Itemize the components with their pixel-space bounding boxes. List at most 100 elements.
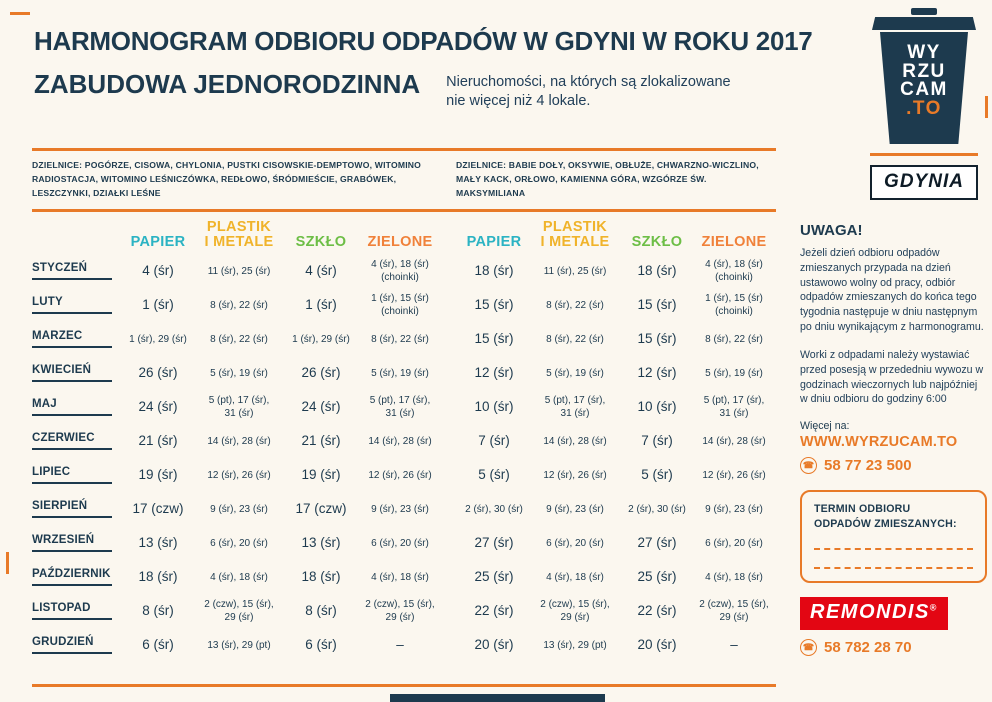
schedule-cell: 5 (śr), 19 (śr): [705, 367, 763, 379]
footer-bar: [390, 694, 605, 702]
schedule-cell: 12 (śr), 26 (śr): [702, 469, 766, 481]
schedule-cell: 13 (śr), 29 (pt): [543, 639, 607, 651]
col-header-plastik-left: PLASTIK I METALE: [204, 218, 274, 250]
schedule-cell: 4 (śr), 18 (śr): [546, 571, 604, 583]
table-row: WRZESIEŃ 13 (śr) 6 (śr), 20 (śr) 13 (śr) 6 (…: [32, 526, 776, 560]
schedule-cell: 22 (śr): [474, 603, 514, 619]
schedule-cell: 8 (śr), 22 (śr): [371, 333, 429, 345]
wyrzucam-line: CAM: [900, 79, 948, 101]
schedule-cell: 27 (śr): [637, 535, 677, 551]
schedule-cell: 5 (pt), 17 (śr), 31 (śr): [369, 395, 431, 419]
uwaga-paragraph-1: Jeżeli dzień odbioru odpadów zmieszanych…: [800, 247, 984, 334]
schedule-cell: 20 (śr): [474, 637, 514, 653]
more-label: Więcej na:: [800, 420, 850, 433]
schedule-cell: 9 (śr), 23 (śr): [546, 503, 604, 515]
month-label: PAŹDZIERNIK: [32, 568, 124, 586]
page-title: HARMONOGRAM ODBIORU ODPADÓW W GDYNI W RO…: [34, 26, 813, 56]
schedule-cell: 15 (śr): [637, 331, 677, 347]
schedule-cell: 1 (śr): [142, 297, 174, 313]
schedule-cell: 5 (pt), 17 (śr), 31 (śr): [208, 395, 270, 419]
col-header-zielone-right: ZIELONE: [701, 233, 767, 250]
table-row: PAŹDZIERNIK 18 (śr) 4 (śr), 18 (śr) 18 (śr)…: [32, 560, 776, 594]
schedule-cell: 14 (śr), 28 (śr): [207, 435, 271, 447]
edge-mark: [985, 96, 988, 118]
write-in-line: [814, 550, 973, 569]
schedule-cell: 8 (śr), 22 (śr): [210, 333, 268, 345]
table-row: LISTOPAD 8 (śr) 2 (czw), 15 (śr), 29 (śr) 8…: [32, 594, 776, 628]
schedule-cell: 18 (śr): [301, 569, 341, 585]
schedule-cell: 21 (śr): [301, 433, 341, 449]
schedule-cell: 18 (śr): [138, 569, 178, 585]
wyrzucam-line: RZU: [902, 60, 946, 82]
schedule-cell: 1 (śr), 29 (śr): [292, 333, 350, 345]
schedule-cell: 14 (śr), 28 (śr): [543, 435, 607, 447]
schedule-cell: 6 (śr), 20 (śr): [371, 537, 429, 549]
schedule-cell: 1 (śr), 29 (śr): [129, 333, 187, 345]
bin-body-icon: WY RZU CAM .TO: [880, 32, 968, 144]
schedule-cell: 7 (śr): [641, 433, 673, 449]
districts-right: DZIELNICE: BABIE DOŁY, OKSYWIE, OBŁUŻE, …: [456, 160, 759, 198]
uwaga-title: UWAGA!: [800, 222, 863, 239]
schedule-cell: 13 (śr): [301, 535, 341, 551]
schedule-cell: 17 (czw): [295, 501, 347, 517]
remondis-logo: REMONDIS®: [800, 596, 948, 630]
schedule-rows: STYCZEŃ 4 (śr) 11 (śr), 25 (śr) 4 (śr) 4 (śr…: [32, 254, 776, 662]
schedule-cell: 4 (śr), 18 (śr): [371, 571, 429, 583]
col-header-plastik-right: PLASTIK I METALE: [540, 218, 610, 250]
schedule-cell: 5 (śr), 19 (śr): [546, 367, 604, 379]
schedule-cell: 26 (śr): [138, 365, 178, 381]
schedule-cell: 2 (czw), 15 (śr), 29 (śr): [365, 599, 435, 623]
schedule-cell: 2 (śr), 30 (śr): [465, 503, 523, 515]
phone-number-2: 58 782 28 70: [824, 638, 912, 656]
schedule-cell: 1 (śr): [305, 297, 337, 313]
schedule-cell: 8 (śr): [142, 603, 174, 619]
table-header: PAPIER PLASTIK I METALE SZKŁO ZIELONE PA…: [32, 210, 776, 254]
phone-number-1: 58 77 23 500: [824, 457, 912, 475]
schedule-cell: 6 (śr): [305, 637, 337, 653]
divider: [870, 153, 978, 156]
schedule-cell: 4 (śr): [305, 263, 337, 279]
phone-row-1: ☎ 58 77 23 500: [800, 457, 987, 475]
wyrzucam-to-logo: WY RZU CAM .TO: [868, 8, 980, 144]
table-row: KWIECIEŃ 26 (śr) 5 (śr), 19 (śr) 26 (śr) 5 (…: [32, 356, 776, 390]
termin-title: TERMIN ODBIORU ODPADÓW ZMIESZANYCH:: [814, 503, 957, 530]
schedule-cell: 14 (śr), 28 (śr): [368, 435, 432, 447]
schedule-cell: 5 (śr): [641, 467, 673, 483]
corner-mark: [10, 12, 30, 15]
schedule-cell: 12 (śr): [637, 365, 677, 381]
schedule-cell: 5 (śr): [478, 467, 510, 483]
schedule-cell: 25 (śr): [637, 569, 677, 585]
table-row: GRUDZIEŃ 6 (śr) 13 (śr), 29 (pt) 6 (śr) – 20 …: [32, 628, 776, 662]
schedule-cell: 1 (śr), 15 (śr) (choinki): [705, 293, 763, 317]
schedule-cell: –: [730, 637, 738, 653]
schedule-cell: 5 (pt), 17 (śr), 31 (śr): [544, 395, 606, 419]
schedule-cell: 17 (czw): [132, 501, 184, 517]
schedule-cell: 25 (śr): [474, 569, 514, 585]
schedule-cell: 13 (śr): [138, 535, 178, 551]
schedule-cell: 20 (śr): [637, 637, 677, 653]
header: HARMONOGRAM ODBIORU ODPADÓW W GDYNI W RO…: [34, 26, 834, 111]
schedule-cell: 8 (śr), 22 (śr): [210, 299, 268, 311]
schedule-cell: 18 (śr): [474, 263, 514, 279]
col-header-szklo-left: SZKŁO: [295, 233, 347, 250]
table-row: STYCZEŃ 4 (śr) 11 (śr), 25 (śr) 4 (śr) 4 (śr…: [32, 254, 776, 288]
schedule-cell: 12 (śr), 26 (śr): [543, 469, 607, 481]
month-label: SIERPIEŃ: [32, 500, 124, 518]
logo-area: WY RZU CAM .TO GDYNIA: [868, 8, 980, 200]
schedule-cell: 5 (pt), 17 (śr), 31 (śr): [703, 395, 765, 419]
schedule-cell: 5 (śr), 19 (śr): [210, 367, 268, 379]
registered-mark: ®: [929, 602, 938, 613]
schedule-cell: 9 (śr), 23 (śr): [210, 503, 268, 515]
schedule-cell: 27 (śr): [474, 535, 514, 551]
phone-row-2: ☎ 58 782 28 70: [800, 638, 987, 656]
termin-box: TERMIN ODBIORU ODPADÓW ZMIESZANYCH:: [800, 490, 987, 583]
schedule-cell: 15 (śr): [474, 331, 514, 347]
month-label: STYCZEŃ: [32, 262, 124, 280]
divider: [32, 684, 776, 687]
col-header-papier-right: PAPIER: [466, 233, 522, 250]
schedule-cell: 6 (śr), 20 (śr): [546, 537, 604, 549]
schedule-cell: 8 (śr), 22 (śr): [546, 299, 604, 311]
write-in-line: [814, 531, 973, 550]
table-row: MARZEC 1 (śr), 29 (śr) 8 (śr), 22 (śr) 1 (ś…: [32, 322, 776, 356]
